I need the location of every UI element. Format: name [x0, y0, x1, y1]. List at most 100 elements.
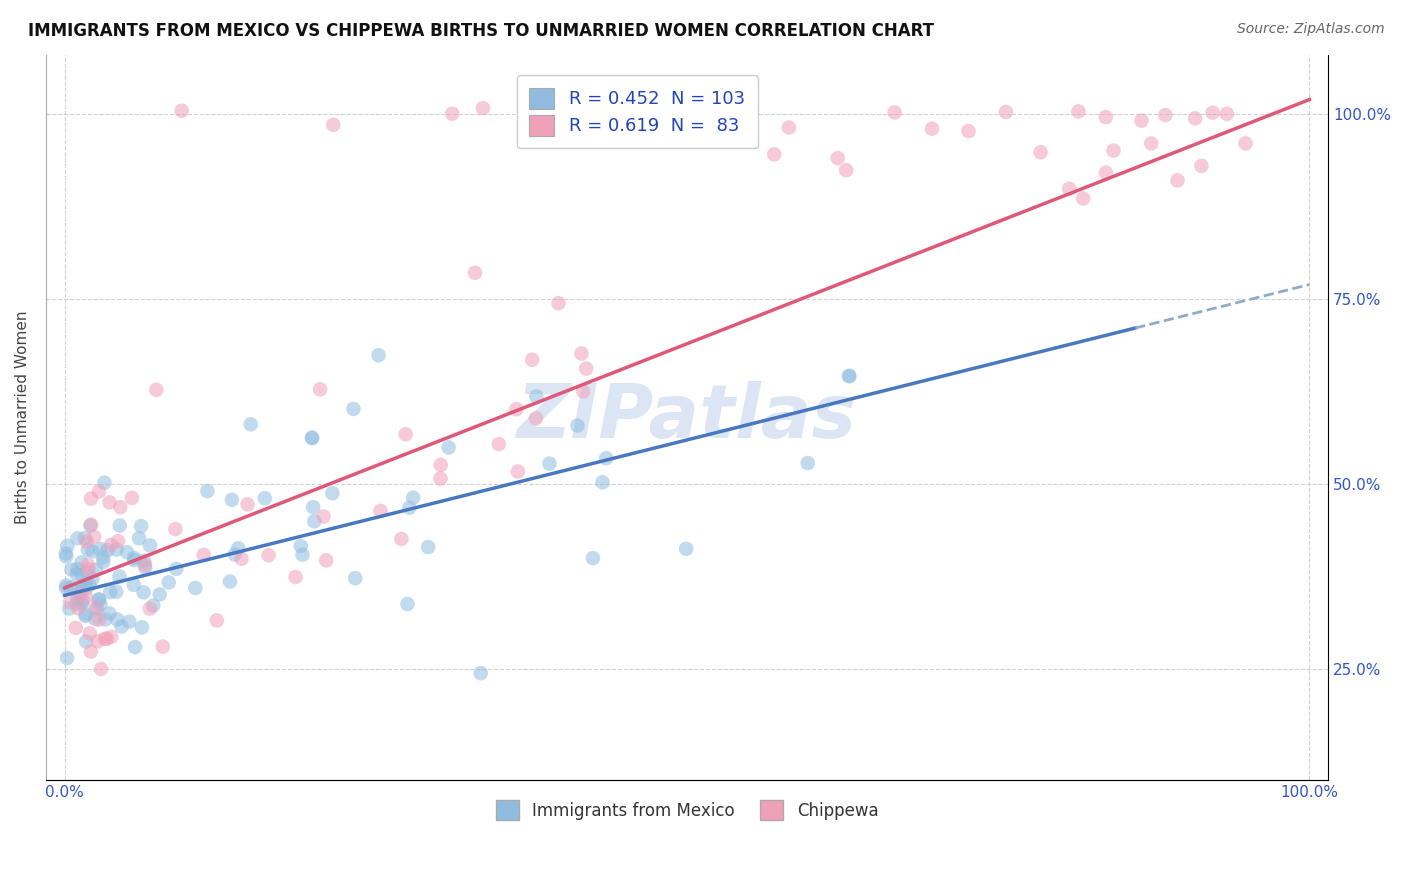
Point — [87, 592, 110, 607]
Point — [76, 542, 98, 557]
Point — [1067, 104, 1090, 119]
Point — [75, 576, 97, 591]
Point — [66, 531, 89, 545]
Point — [55, 581, 77, 595]
Point — [398, 500, 420, 515]
Point — [1154, 108, 1177, 122]
Point — [79, 626, 101, 640]
Point — [75, 634, 97, 648]
Point — [70, 582, 93, 596]
Point — [838, 369, 860, 384]
Point — [1095, 166, 1118, 180]
Point — [441, 106, 464, 120]
Point — [957, 124, 980, 138]
Point — [55, 546, 77, 560]
Point — [84, 600, 107, 615]
Point — [1102, 144, 1125, 158]
Point — [1029, 145, 1052, 160]
Point — [98, 495, 121, 509]
Point — [236, 497, 259, 511]
Point — [389, 532, 412, 546]
Point — [118, 615, 141, 629]
Point — [301, 431, 323, 445]
Point — [370, 504, 392, 518]
Point — [315, 553, 337, 567]
Point — [883, 105, 905, 120]
Point — [55, 578, 77, 592]
Point — [538, 457, 561, 471]
Point — [77, 562, 100, 576]
Point — [291, 548, 314, 562]
Point — [290, 539, 312, 553]
Point — [94, 632, 117, 646]
Point — [107, 534, 129, 549]
Point — [129, 519, 152, 533]
Point — [87, 634, 110, 648]
Point — [572, 384, 595, 399]
Point — [1140, 136, 1163, 151]
Point — [1057, 182, 1080, 196]
Point — [83, 530, 105, 544]
Point — [506, 465, 529, 479]
Point — [149, 587, 172, 601]
Point — [193, 548, 215, 562]
Point — [75, 607, 97, 622]
Point — [115, 545, 138, 559]
Point — [96, 632, 118, 646]
Point — [60, 563, 83, 577]
Point — [76, 565, 98, 579]
Point — [82, 544, 104, 558]
Point — [520, 352, 543, 367]
Point — [84, 612, 107, 626]
Point — [108, 569, 131, 583]
Point — [1234, 136, 1257, 151]
Point — [122, 551, 145, 566]
Point — [75, 608, 97, 623]
Point — [105, 584, 128, 599]
Point — [108, 518, 131, 533]
Point — [437, 441, 460, 455]
Point — [505, 402, 527, 417]
Point — [835, 163, 858, 178]
Point — [152, 640, 174, 654]
Point — [134, 558, 156, 572]
Point — [67, 601, 90, 615]
Point — [82, 572, 104, 586]
Point — [80, 644, 103, 658]
Point — [91, 550, 114, 565]
Point — [93, 475, 115, 490]
Point — [110, 500, 132, 514]
Point — [429, 471, 451, 485]
Point — [138, 601, 160, 615]
Point — [301, 431, 323, 445]
Point — [170, 103, 193, 118]
Point — [66, 566, 89, 581]
Point — [91, 555, 114, 569]
Point — [582, 551, 605, 566]
Point — [89, 541, 111, 556]
Point — [488, 437, 510, 451]
Point — [121, 491, 143, 505]
Point — [524, 411, 547, 425]
Point — [1166, 173, 1188, 187]
Point — [418, 540, 440, 554]
Point — [105, 612, 128, 626]
Point — [75, 590, 97, 604]
Point — [134, 560, 156, 574]
Point — [59, 595, 82, 609]
Point — [134, 554, 156, 568]
Point — [145, 383, 167, 397]
Point — [321, 486, 343, 500]
Point — [994, 105, 1017, 120]
Point — [94, 612, 117, 626]
Point — [128, 531, 150, 545]
Point — [89, 598, 111, 612]
Point — [132, 585, 155, 599]
Point — [197, 484, 219, 499]
Point — [1184, 112, 1206, 126]
Point — [1216, 107, 1239, 121]
Point — [344, 571, 367, 585]
Point — [70, 556, 93, 570]
Point — [122, 578, 145, 592]
Point — [86, 601, 108, 615]
